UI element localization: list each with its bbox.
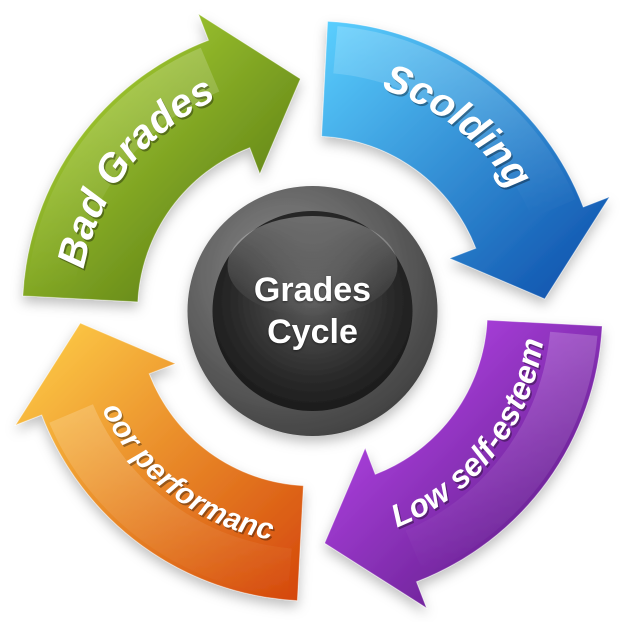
grades-cycle-diagram: Bad GradesBad GradesScoldingScoldingLow …: [0, 0, 625, 622]
cycle-svg: Bad GradesBad GradesScoldingScoldingLow …: [0, 0, 625, 622]
center-hub: [188, 186, 438, 436]
